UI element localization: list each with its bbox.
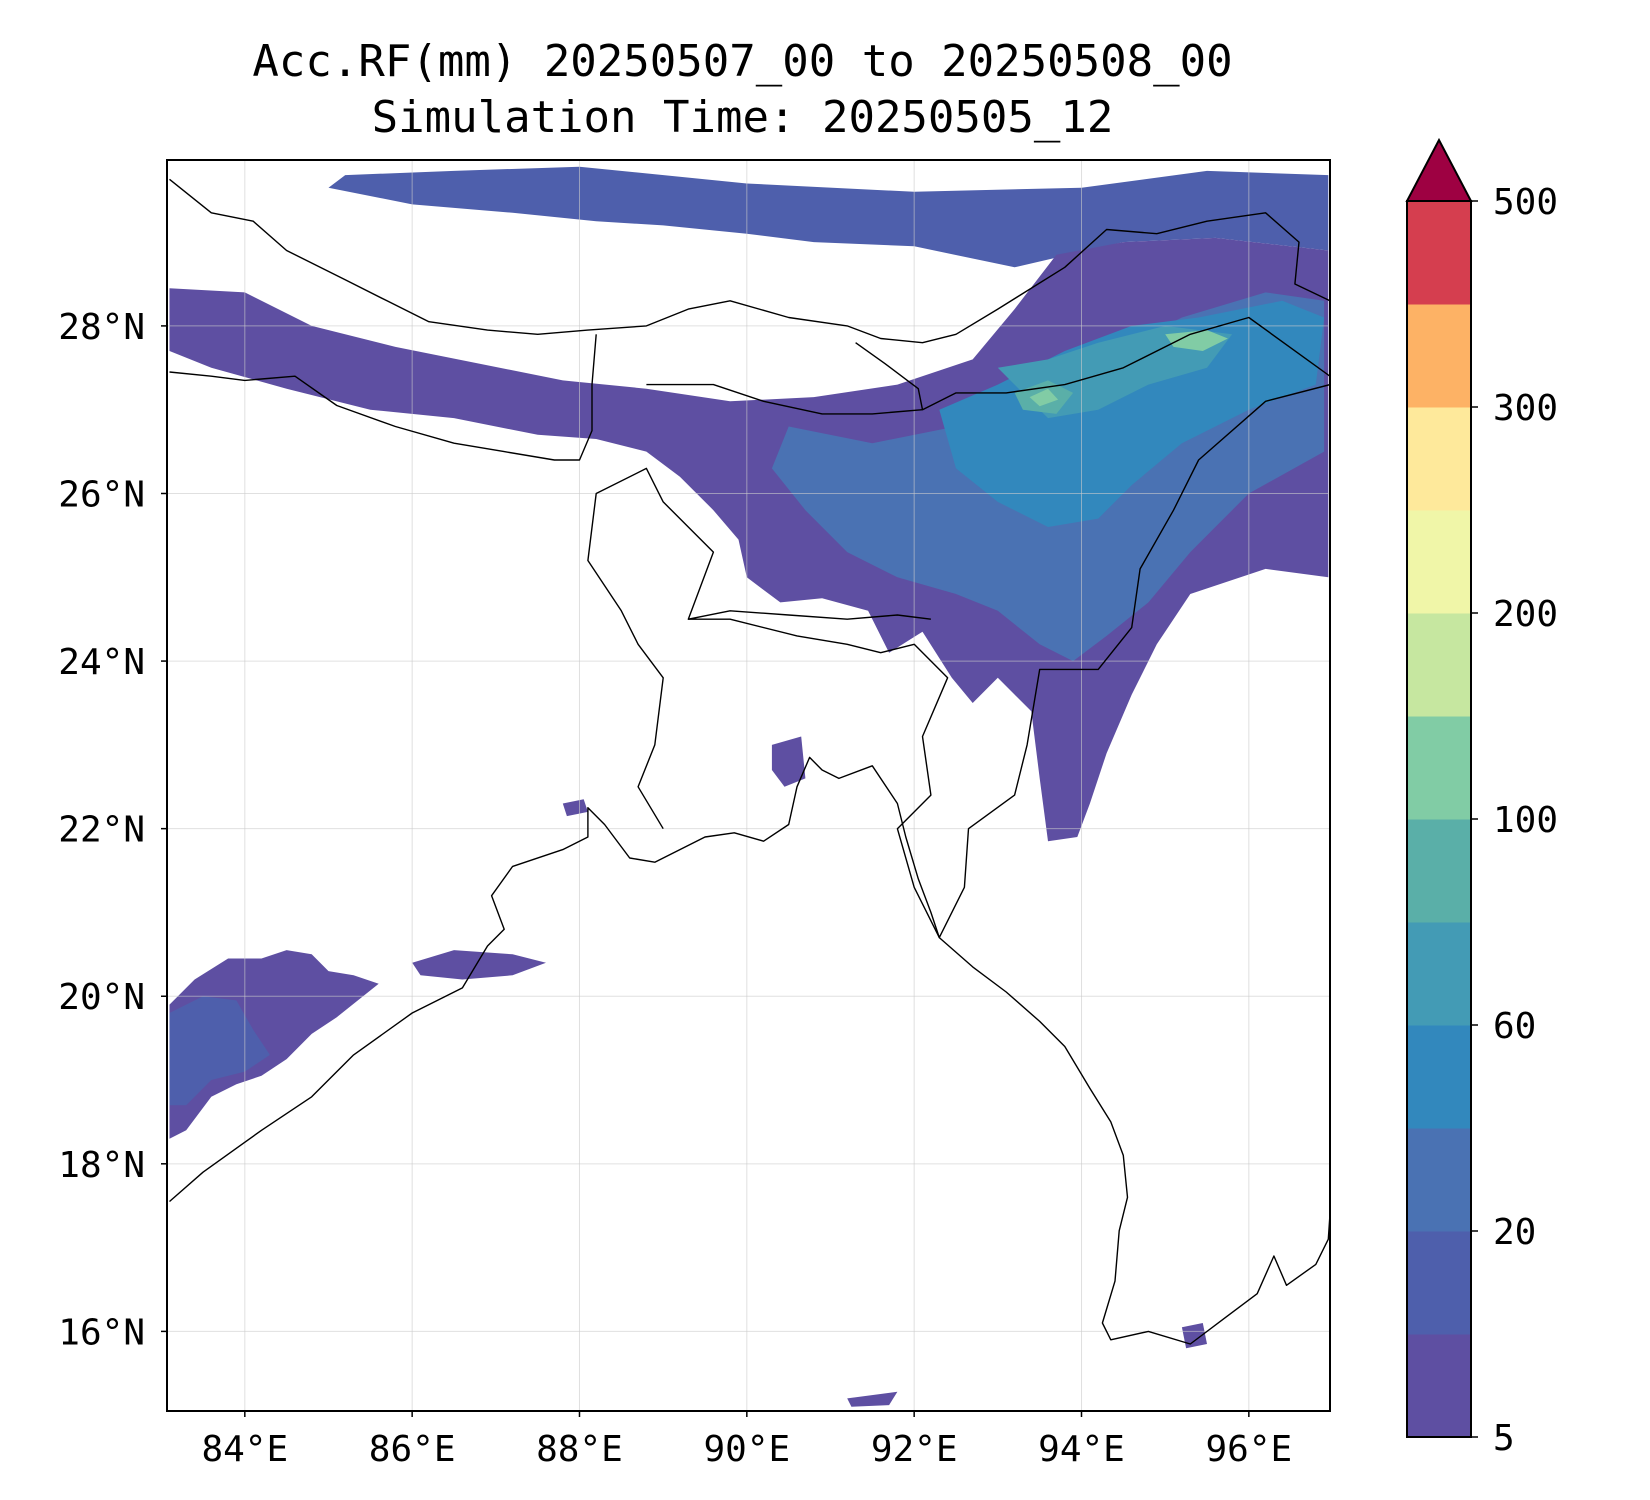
- rain-contour-5mm: [847, 1391, 898, 1407]
- lon-tick-label: 92°E: [871, 1429, 958, 1470]
- boundary-line: [688, 610, 931, 620]
- lat-tick-label: 18°N: [58, 1145, 145, 1186]
- colorbar-segment: [1407, 510, 1471, 614]
- rain-contour-5mm: [1181, 1323, 1207, 1349]
- lat-tick-label: 24°N: [58, 642, 145, 683]
- lon-tick-label: 86°E: [369, 1429, 456, 1470]
- colorbar-tick-label: 100: [1493, 800, 1558, 841]
- rain-contour-5mm: [412, 950, 546, 980]
- rain-contour-100mm: [1029, 388, 1059, 407]
- colorbar-segment: [1407, 1231, 1471, 1335]
- colorbar-tick-label: 200: [1493, 594, 1558, 635]
- colorbar-segment: [1407, 407, 1471, 511]
- lat-tick-label: 22°N: [58, 810, 145, 851]
- colorbar-tick-label: 5: [1493, 1418, 1515, 1459]
- rain-contour-100mm: [1165, 330, 1228, 351]
- colorbar-segment: [1407, 1334, 1471, 1438]
- rain-contour-40mm: [939, 300, 1325, 527]
- map-frame: [166, 159, 1331, 1412]
- colorbar-tick-label: 60: [1493, 1006, 1536, 1047]
- boundary-line: [646, 342, 924, 415]
- boundary-line: [169, 178, 1330, 344]
- map-axes: 84°E 86°E 88°E 90°E 92°E 94°E 96°E 16°N 18°N 20°N…: [58, 307, 1292, 1470]
- lat-tick-label: 20°N: [58, 977, 145, 1018]
- colorbar-tick-label: 20: [1493, 1212, 1536, 1253]
- lon-tick-label: 94°E: [1038, 1429, 1125, 1470]
- lat-tick-label: 26°N: [58, 474, 145, 515]
- colorbar-segment: [1407, 1128, 1471, 1232]
- lon-tick-label: 88°E: [536, 1429, 623, 1470]
- coastlines-and-borders: [169, 178, 1330, 1345]
- colorbar-segment: [1407, 201, 1471, 305]
- lon-tick-label: 96°E: [1205, 1429, 1292, 1470]
- colorbar-segment: [1407, 613, 1471, 717]
- rain-contour-5mm: [169, 950, 379, 1139]
- rain-contour-10mm: [328, 166, 1329, 268]
- colorbar-segment: [1407, 1025, 1471, 1129]
- rain-contour-5mm: [562, 799, 588, 817]
- boundary-line: [169, 334, 597, 461]
- colorbar-tick-label: 500: [1493, 182, 1558, 223]
- lon-tick-label: 90°E: [703, 1429, 790, 1470]
- colorbar-segment: [1407, 922, 1471, 1026]
- lat-tick-label: 28°N: [58, 307, 145, 348]
- boundary-line: [169, 756, 1330, 1345]
- boundary-line: [587, 383, 1330, 939]
- colorbar-segment: [1407, 716, 1471, 820]
- boundary-line: [922, 316, 1330, 411]
- map-title: Acc.RF(mm) 20250507_00 to 20250508_00: [252, 36, 1233, 87]
- colorbar: 5 20 60 100 200 300 500: [1405, 137, 1558, 1459]
- gridlines: [167, 160, 1330, 1411]
- map-subtitle: Simulation Time: 20250505_12: [371, 92, 1114, 143]
- colorbar-extend-arrow: [1405, 137, 1473, 202]
- colorbar-segment: [1407, 819, 1471, 923]
- lon-tick-label: 84°E: [201, 1429, 288, 1470]
- rain-contour-5mm: [771, 736, 806, 787]
- colorbar-segment: [1407, 304, 1471, 408]
- lat-tick-label: 16°N: [58, 1312, 145, 1353]
- colorbar-tick-label: 300: [1493, 388, 1558, 429]
